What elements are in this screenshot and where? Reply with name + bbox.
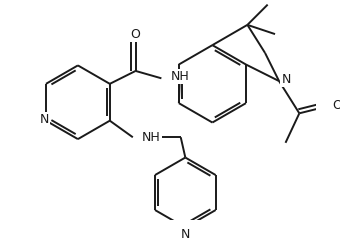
Text: N: N [39,113,49,126]
Text: O: O [332,99,340,112]
Text: NH: NH [142,131,161,144]
Text: NH: NH [171,70,189,83]
Text: N: N [181,228,190,239]
Text: N: N [282,73,291,86]
Text: O: O [131,27,140,41]
